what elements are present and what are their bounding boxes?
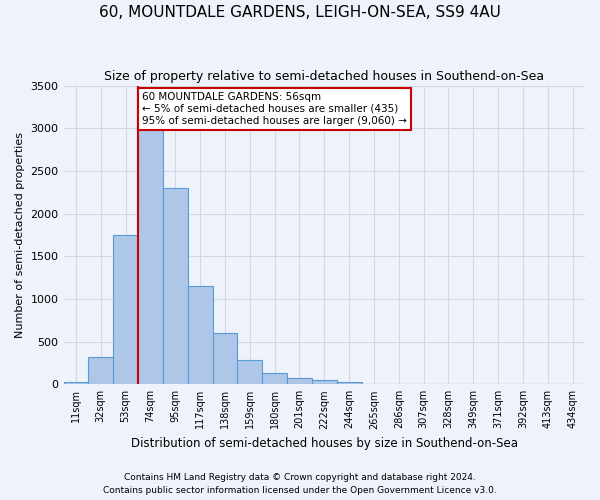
Bar (262, 373, 287, 384)
Bar (64, 382, 88, 384)
Text: 60, MOUNTDALE GARDENS, LEIGH-ON-SEA, SS9 4AU: 60, MOUNTDALE GARDENS, LEIGH-ON-SEA, SS9… (99, 5, 501, 20)
Bar (287, 378, 312, 384)
Bar (312, 380, 337, 384)
Title: Size of property relative to semi-detached houses in Southend-on-Sea: Size of property relative to semi-detach… (104, 70, 544, 83)
Bar (88, 357, 113, 384)
Bar (238, 360, 262, 384)
Text: 60 MOUNTDALE GARDENS: 56sqm
← 5% of semi-detached houses are smaller (435)
95% o: 60 MOUNTDALE GARDENS: 56sqm ← 5% of semi… (142, 92, 407, 126)
Bar (188, 286, 212, 384)
Y-axis label: Number of semi-detached properties: Number of semi-detached properties (15, 132, 25, 338)
Text: Contains HM Land Registry data © Crown copyright and database right 2024.
Contai: Contains HM Land Registry data © Crown c… (103, 474, 497, 495)
Bar (163, 188, 188, 384)
Bar (337, 382, 362, 384)
X-axis label: Distribution of semi-detached houses by size in Southend-on-Sea: Distribution of semi-detached houses by … (131, 437, 518, 450)
Bar (212, 333, 238, 384)
Bar (113, 235, 138, 384)
Bar (138, 124, 163, 384)
